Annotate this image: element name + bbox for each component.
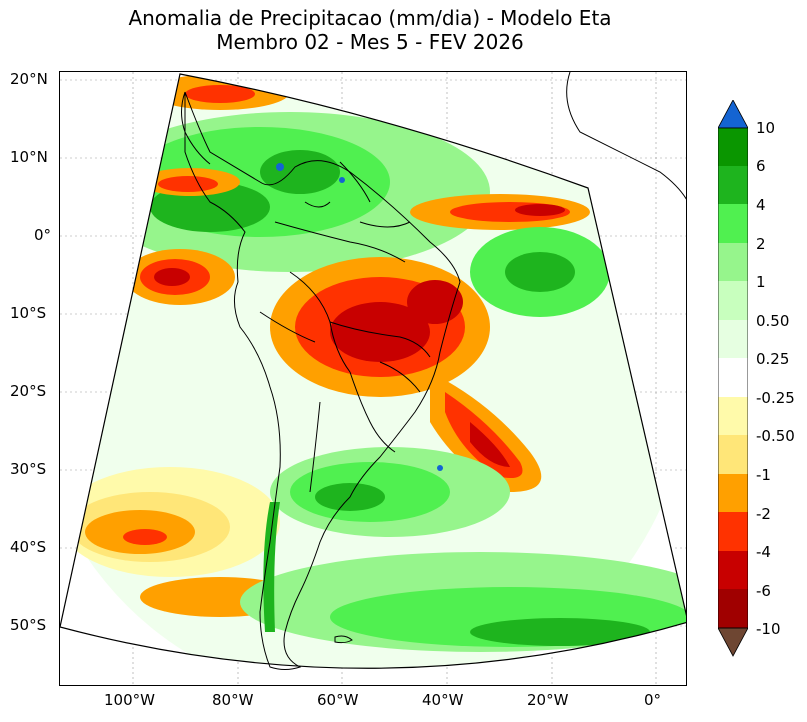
- lon-label-20w: 20°W: [527, 691, 569, 709]
- colorbar-bin: [718, 589, 748, 628]
- colorbar-bin: [718, 128, 748, 166]
- colorbar-label: -6: [756, 582, 771, 600]
- lat-label-20s: 20°S: [10, 382, 47, 400]
- map-title-line1: Anomalia de Precipitacao (mm/dia) - Mode…: [128, 6, 612, 30]
- map-title-line2: Membro 02 - Mes 5 - FEV 2026: [216, 30, 524, 54]
- lon-label-0: 0°: [644, 691, 662, 709]
- colorbar-bin: [718, 243, 748, 281]
- lat-label-20n: 20°N: [10, 70, 48, 88]
- precipitation-anomaly-field: [60, 74, 686, 669]
- colorbar-label: 10: [756, 119, 776, 137]
- lat-label-30s: 30°S: [10, 460, 47, 478]
- lon-label-100w: 100°W: [104, 691, 155, 709]
- colorbar-bin: [718, 435, 748, 474]
- colorbar-label: 4: [756, 196, 766, 214]
- colorbar-extend-max: [718, 100, 748, 129]
- colorbar-bin: [718, 397, 748, 435]
- colorbar-label: 0.50: [756, 312, 790, 330]
- lat-label-50s: 50°S: [10, 616, 47, 634]
- colorbar-bin: [718, 320, 748, 358]
- lon-label-60w: 60°W: [317, 691, 359, 709]
- colorbar-bin: [718, 512, 748, 551]
- colorbar-bin: [718, 166, 748, 204]
- colorbar-bin: [718, 551, 748, 589]
- lat-label-40s: 40°S: [10, 538, 47, 556]
- colorbar-label: 1: [756, 273, 766, 291]
- colorbar-bin: [718, 204, 748, 243]
- map-panel: [59, 71, 687, 686]
- colorbar-label: 2: [756, 235, 766, 253]
- colorbar-label: -0.50: [756, 427, 795, 445]
- lon-label-80w: 80°W: [212, 691, 254, 709]
- colorbar-label: -10: [756, 620, 781, 638]
- colorbar-bin: [718, 358, 748, 397]
- colorbar-label: -0.25: [756, 389, 795, 407]
- colorbar-label: -1: [756, 466, 771, 484]
- lat-label-10s: 10°S: [10, 304, 47, 322]
- colorbar: [718, 100, 748, 657]
- lat-label-0: 0°: [34, 226, 52, 244]
- colorbar-bin: [718, 281, 748, 320]
- colorbar-extend-min: [718, 627, 748, 657]
- colorbar-label: 6: [756, 157, 766, 175]
- coastlines: [181, 72, 686, 670]
- domain-outline: [60, 73, 686, 669]
- colorbar-label: 0.25: [756, 350, 790, 368]
- colorbar-label: -4: [756, 543, 771, 561]
- map-canvas: [60, 72, 686, 685]
- colorbar-bin: [718, 474, 748, 512]
- colorbar-label: -2: [756, 505, 771, 523]
- lat-label-10n: 10°N: [10, 148, 48, 166]
- lon-label-40w: 40°W: [422, 691, 464, 709]
